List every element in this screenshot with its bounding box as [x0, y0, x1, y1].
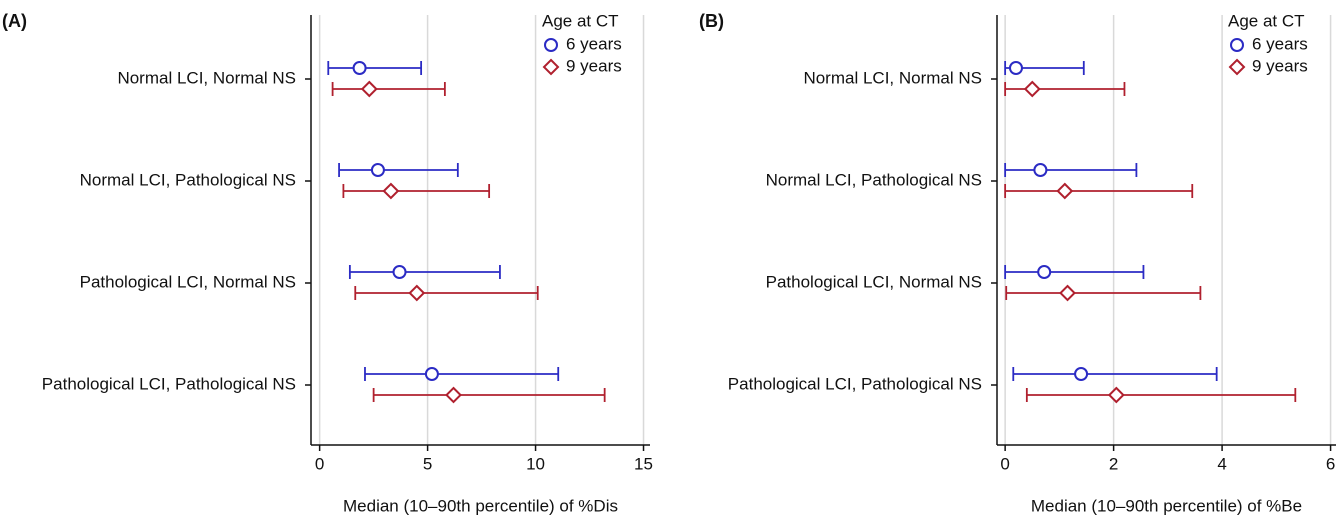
legend-title: Age at CT — [542, 11, 619, 30]
legend-marker — [544, 38, 558, 52]
median-marker — [370, 163, 385, 177]
median-marker — [1033, 163, 1048, 177]
x-tick-label: 4 — [1217, 454, 1226, 473]
median-marker — [1059, 284, 1076, 302]
median-marker — [392, 265, 407, 279]
legend-label: 9 years — [566, 56, 622, 75]
x-tick-label: 0 — [315, 454, 324, 473]
y-tick-label: Pathological LCI, Normal NS — [766, 272, 982, 291]
x-tick-label: 6 — [1326, 454, 1335, 473]
x-axis-label: Median (10–90th percentile) of %Be — [1031, 496, 1302, 515]
median-marker — [408, 284, 426, 302]
median-marker — [1056, 182, 1074, 200]
x-tick-label: 5 — [423, 454, 432, 473]
legend-marker — [1230, 38, 1244, 52]
legend-title: Age at CT — [1228, 11, 1305, 30]
x-tick-label: 2 — [1109, 454, 1118, 473]
median-marker — [352, 61, 367, 75]
legend-marker — [542, 58, 560, 76]
median-marker — [1074, 367, 1089, 381]
y-tick-label: Normal LCI, Normal NS — [117, 68, 296, 87]
y-tick-label: Normal LCI, Pathological NS — [766, 170, 982, 189]
panel-title: (A) — [2, 11, 27, 31]
y-tick-label: Pathological LCI, Pathological NS — [42, 374, 296, 393]
median-marker — [1008, 61, 1023, 75]
legend-label: 6 years — [1252, 34, 1308, 53]
median-marker — [424, 367, 439, 381]
median-marker — [360, 80, 378, 98]
y-tick-label: Normal LCI, Pathological NS — [80, 170, 296, 189]
legend-label: 9 years — [1252, 56, 1308, 75]
median-marker — [1023, 80, 1041, 98]
x-tick-label: 15 — [634, 454, 653, 473]
y-tick-label: Normal LCI, Normal NS — [803, 68, 982, 87]
median-marker — [382, 182, 400, 200]
legend-label: 6 years — [566, 34, 622, 53]
median-marker — [1107, 386, 1125, 404]
y-tick-label: Pathological LCI, Pathological NS — [728, 374, 982, 393]
x-tick-label: 10 — [526, 454, 545, 473]
legend-marker — [1228, 58, 1246, 76]
median-marker — [445, 386, 462, 404]
x-tick-label: 0 — [1000, 454, 1009, 473]
y-tick-label: Pathological LCI, Normal NS — [80, 272, 296, 291]
x-axis-label: Median (10–90th percentile) of %Dis — [343, 496, 618, 515]
median-marker — [1037, 265, 1052, 279]
panel-title: (B) — [699, 11, 724, 31]
